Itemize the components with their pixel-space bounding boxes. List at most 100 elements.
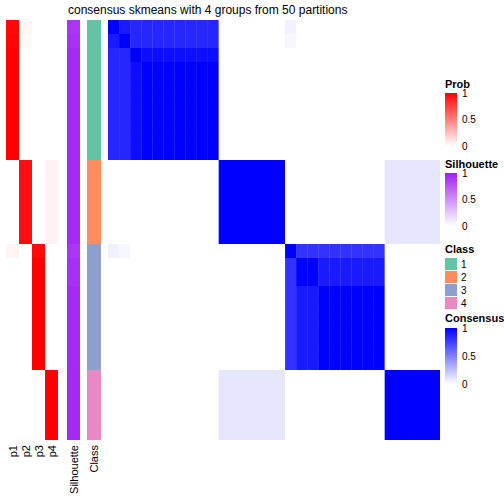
consensus-cell [230,216,241,230]
consensus-cell [152,76,163,90]
consensus-cell [407,34,418,48]
prob-cell [19,342,32,356]
consensus-cell [219,328,230,342]
consensus-cell [285,426,296,440]
consensus-cell [274,342,285,356]
consensus-cell [141,202,152,216]
consensus-cell [351,146,362,160]
consensus-cell [208,356,219,370]
consensus-cell [241,188,252,202]
class-cell [87,426,101,440]
prob-cell [6,384,19,398]
consensus-cell [163,230,174,244]
prob-cell [19,356,32,370]
consensus-cell [274,104,285,118]
consensus-cell [263,356,274,370]
consensus-cell [396,384,407,398]
silhouette-cell [67,300,80,314]
consensus-cell [174,62,185,76]
prob-cell [6,202,19,216]
class-cell [87,328,101,342]
consensus-cell [296,230,307,244]
consensus-cell [252,426,263,440]
consensus-cell [396,258,407,272]
consensus-cell [108,202,119,216]
consensus-cell [130,146,141,160]
consensus-cell [318,314,329,328]
class-cell [87,412,101,426]
prob-cell [6,286,19,300]
consensus-cell [263,174,274,188]
class-cell [87,132,101,146]
consensus-cell [385,34,396,48]
consensus-cell [230,188,241,202]
consensus-cell [108,300,119,314]
consensus-cell [385,202,396,216]
prob-cell [6,118,19,132]
consensus-cell [163,48,174,62]
consensus-cell [108,20,119,34]
consensus-cell [296,76,307,90]
consensus-cell [329,258,340,272]
consensus-cell [208,426,219,440]
consensus-cell [285,48,296,62]
silhouette-cell [67,272,80,286]
legend-tick: 0 [457,221,468,232]
consensus-cell [185,118,196,132]
legend-axis-line [458,174,460,227]
consensus-cell [252,272,263,286]
legend-title: Consensus [445,312,504,324]
prob-cell [19,146,32,160]
consensus-cell [197,34,208,48]
prob-cell [32,426,45,440]
consensus-cell [252,412,263,426]
consensus-cell [163,90,174,104]
consensus-cell [340,76,351,90]
consensus-cell [241,146,252,160]
prob-cell [32,132,45,146]
consensus-cell [318,118,329,132]
consensus-cell [318,48,329,62]
consensus-cell [296,132,307,146]
consensus-cell [274,398,285,412]
legend-label: 4 [461,298,467,309]
consensus-cell [141,314,152,328]
consensus-cell [307,398,318,412]
consensus-cell [197,48,208,62]
consensus-cell [340,104,351,118]
consensus-cell [230,48,241,62]
consensus-cell [329,412,340,426]
prob-cell [19,174,32,188]
consensus-cell [130,216,141,230]
consensus-cell [141,20,152,34]
consensus-cell [208,314,219,328]
silhouette-cell [67,216,80,230]
consensus-cell [252,300,263,314]
consensus-cell [108,216,119,230]
consensus-cell [418,174,429,188]
consensus-cell [340,328,351,342]
consensus-cell [285,104,296,118]
consensus-cell [396,48,407,62]
consensus-cell [318,62,329,76]
consensus-cell [396,146,407,160]
legend-tick-label: 1 [462,323,468,334]
consensus-cell [318,188,329,202]
prob-cell [45,398,58,412]
consensus-cell [174,216,185,230]
consensus-cell [429,356,440,370]
consensus-cell [351,230,362,244]
consensus-cell [374,20,385,34]
consensus-cell [429,34,440,48]
consensus-cell [119,132,130,146]
consensus-cell [174,244,185,258]
consensus-cell [197,104,208,118]
consensus-cell [318,202,329,216]
consensus-cell [119,258,130,272]
consensus-cell [418,286,429,300]
consensus-cell [219,202,230,216]
consensus-cell [351,244,362,258]
consensus-cell [285,90,296,104]
consensus-cell [185,104,196,118]
consensus-cell [363,328,374,342]
